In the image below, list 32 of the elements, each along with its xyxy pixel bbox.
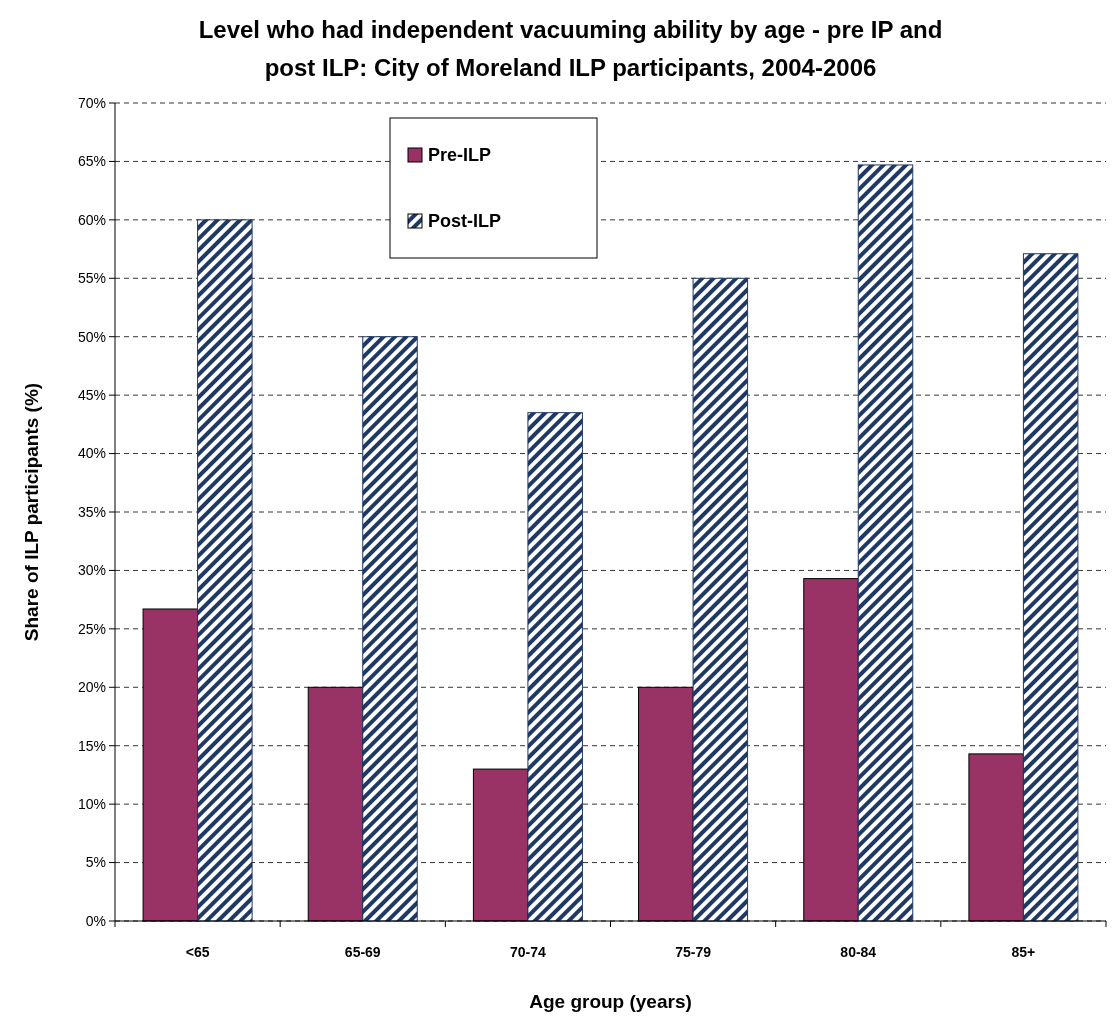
y-tick-label: 5% — [85, 854, 106, 871]
legend-label: Pre-ILP — [428, 145, 492, 166]
x-tick-label: 65-69 — [344, 944, 381, 960]
y-tick-label: 60% — [77, 211, 106, 228]
y-tick-label: 70% — [77, 94, 106, 111]
y-tick-label: 15% — [77, 737, 106, 754]
y-tick-label: 30% — [77, 562, 106, 579]
bar — [1022, 253, 1079, 922]
y-tick-label: 45% — [77, 387, 106, 404]
bar — [197, 219, 253, 922]
x-tick-label: 85+ — [1011, 944, 1036, 960]
x-axis-title: Age group (years) — [529, 991, 692, 1012]
y-tick-label: 20% — [77, 679, 106, 696]
y-tick-label: 35% — [77, 503, 106, 520]
y-tick-label: 50% — [77, 328, 106, 345]
y-tick-label: 10% — [77, 796, 106, 813]
chart-title: Level who had independent vacuuming ability by age - pre IP and post ILP: City of Moreland ILP participants, 2004-2006 — [198, 16, 943, 81]
y-tick-label: 65% — [77, 153, 106, 170]
y-tick-label: 0% — [85, 912, 106, 929]
bar — [692, 277, 749, 922]
legend-label: Post-ILP — [428, 211, 502, 232]
bar — [527, 412, 583, 922]
y-tick-label: 40% — [77, 445, 106, 462]
x-tick-label: 70-74 — [510, 944, 547, 960]
bar — [362, 336, 418, 922]
y-tick-label: 25% — [77, 620, 106, 637]
x-tick-label: 75-79 — [675, 944, 712, 960]
x-tick-label: 80-84 — [840, 944, 877, 960]
bar — [857, 164, 914, 922]
y-tick-label: 55% — [77, 270, 106, 287]
x-tick-label: <65 — [185, 944, 210, 960]
y-axis-title: Share of ILP participants (%) — [21, 382, 42, 642]
